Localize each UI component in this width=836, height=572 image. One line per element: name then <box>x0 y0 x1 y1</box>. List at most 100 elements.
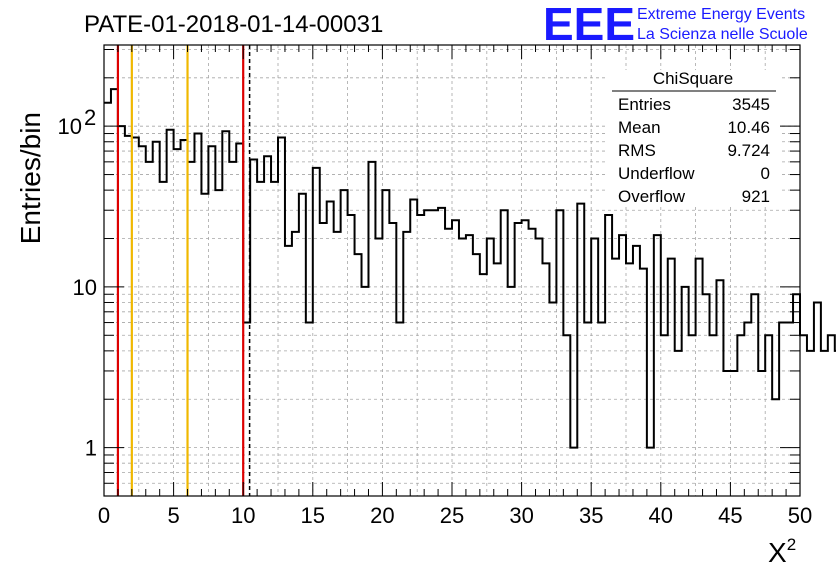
stats-box: ChiSquare Entries 3545 Mean 10.46 RMS 9.724 Un… <box>606 69 780 206</box>
histogram-bin <box>689 335 696 496</box>
histogram-bin <box>160 182 167 496</box>
stats-row-label: Overflow <box>618 187 686 206</box>
stats-row-label: Entries <box>618 95 671 114</box>
histogram-bin <box>654 235 661 496</box>
histogram-bin <box>542 263 549 496</box>
stats-row-value: 10.46 <box>727 118 770 137</box>
histogram-bin <box>556 210 563 496</box>
histogram-bin <box>501 210 508 496</box>
histogram-bin <box>375 239 382 496</box>
histogram-bin <box>292 232 299 496</box>
histogram-bin <box>201 194 208 496</box>
histogram-bin <box>445 229 452 496</box>
histogram-bin <box>459 239 466 496</box>
histogram-bin <box>153 142 160 496</box>
histogram-bin <box>417 215 424 496</box>
x-tick-label: 30 <box>509 503 533 528</box>
histogram-bin <box>828 335 835 496</box>
x-tick-label: 10 <box>231 503 255 528</box>
histogram-bin <box>257 182 264 496</box>
x-tick-label: 15 <box>301 503 325 528</box>
histogram-bin <box>271 182 278 496</box>
reference-lines <box>116 45 251 496</box>
histogram-bin <box>229 162 236 496</box>
histogram-bin <box>793 294 800 496</box>
y-tick-label: 1 <box>85 436 97 461</box>
histogram-bin <box>341 190 348 496</box>
histogram-bin <box>661 335 668 496</box>
histogram-bin <box>208 146 215 496</box>
histogram-bars <box>104 88 836 496</box>
histogram-bin <box>584 323 591 496</box>
logo-mark: EEE <box>543 0 635 50</box>
stats-row-value: 0 <box>761 164 770 183</box>
histogram-bin <box>682 287 689 496</box>
y-axis-label: Entries/bin <box>15 112 46 244</box>
histogram-bin <box>619 235 626 496</box>
histogram-bin <box>494 263 501 496</box>
histogram-bin <box>278 138 285 496</box>
histogram-bin <box>215 190 222 496</box>
histogram-bin <box>744 323 751 496</box>
x-tick-label: 5 <box>167 503 179 528</box>
stats-row-value: 9.724 <box>727 141 770 160</box>
histogram-bin <box>821 351 828 496</box>
histogram-bin <box>362 287 369 496</box>
histogram-bin <box>675 351 682 496</box>
histogram-bin <box>222 131 229 496</box>
x-tick-label: 50 <box>788 503 812 528</box>
histogram-bin <box>264 156 271 496</box>
histogram-bin <box>786 323 793 496</box>
histogram-bin <box>814 302 821 496</box>
x-tick-label: 0 <box>98 503 110 528</box>
histogram-bin <box>348 215 355 496</box>
y-tick-label: 10 <box>73 275 97 300</box>
x-axis-label-superscript: 2 <box>787 535 796 554</box>
histogram-bin <box>800 335 807 496</box>
histogram-bin <box>438 208 445 496</box>
histogram-bin <box>424 210 431 496</box>
histogram-bin <box>605 215 612 496</box>
histogram-bin <box>765 335 772 496</box>
grid <box>104 45 800 497</box>
stats-box-background <box>606 70 780 206</box>
histogram-bin <box>536 239 543 496</box>
stats-row-label: Mean <box>618 118 661 137</box>
histogram-bin <box>529 229 536 496</box>
histogram-bin <box>368 162 375 496</box>
logo-line-2: La Scienza nelle Scuole <box>637 26 808 43</box>
x-tick-label: 25 <box>440 503 464 528</box>
histogram-bin <box>313 168 320 496</box>
x-axis-label-base: X <box>768 537 787 568</box>
histogram-bin <box>487 239 494 496</box>
histogram-bin <box>751 294 758 496</box>
histogram-bin <box>480 274 487 496</box>
histogram-bin <box>703 294 710 496</box>
x-tick-label: 35 <box>579 503 603 528</box>
histogram-bin <box>334 232 341 496</box>
stats-rows: Entries 3545 Mean 10.46 RMS 9.724 Underflow 0 Ov… <box>618 95 770 206</box>
histogram-bin <box>563 335 570 496</box>
eee-logo: EEE Extreme Energy Events La Scienza nel… <box>543 0 808 50</box>
histogram-bin <box>577 204 584 496</box>
x-axis: 0 5 10 15 20 25 30 35 40 45 50 <box>98 45 812 528</box>
histogram-bin <box>167 130 174 496</box>
histogram-bin <box>194 134 201 496</box>
histogram-bin <box>591 239 598 496</box>
x-tick-label: 20 <box>370 503 394 528</box>
histogram-bin <box>382 190 389 496</box>
stats-row-value: 3545 <box>732 95 770 114</box>
x-tick-label: 40 <box>649 503 673 528</box>
histogram-bin <box>626 263 633 496</box>
histogram-bin <box>396 323 403 496</box>
histogram-bin <box>306 323 313 496</box>
histogram-bin <box>146 162 153 496</box>
stats-row-label: RMS <box>618 141 656 160</box>
histogram-bin <box>758 371 765 496</box>
histogram-bin <box>598 323 605 496</box>
x-tick-label: 45 <box>718 503 742 528</box>
histogram-bin <box>737 335 744 496</box>
histogram-bin <box>403 232 410 496</box>
